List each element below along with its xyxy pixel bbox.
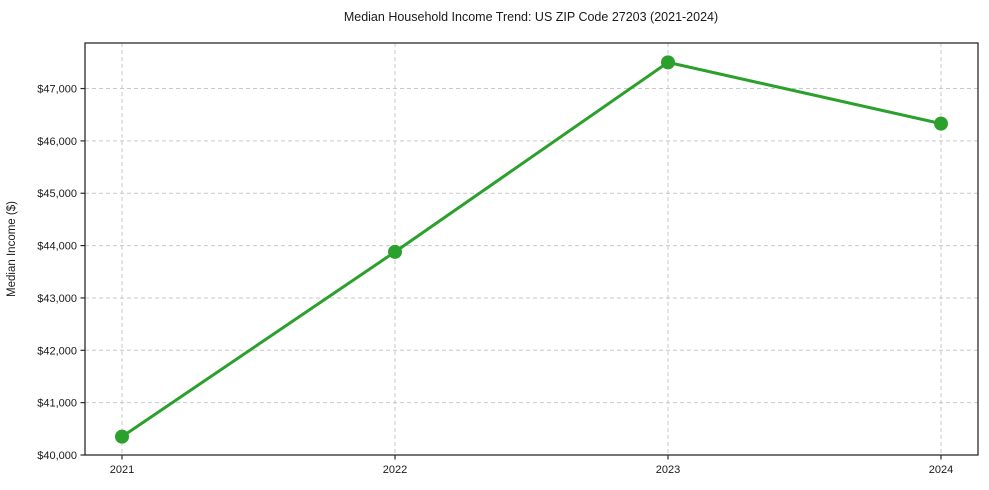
axes [80, 42, 979, 460]
data-point [388, 244, 402, 259]
y-tick-label: $40,000 [37, 450, 77, 462]
y-tick-label: $44,000 [37, 241, 77, 253]
x-tick-label: 2021 [110, 464, 134, 476]
data-point [934, 116, 948, 131]
axis-labels: $40,000 $41,000 $42,000 $43,000 $44,000 $45,0… [6, 84, 953, 476]
y-axis-label: Median Income ($) [6, 201, 18, 297]
gridlines [85, 43, 978, 456]
x-tick-label: 2023 [656, 464, 680, 476]
plot-border [84, 42, 979, 456]
y-tick-label: $46,000 [37, 136, 77, 148]
y-tick-label: $45,000 [37, 188, 77, 200]
data-series [115, 55, 948, 444]
data-point [115, 429, 129, 444]
y-tick-label: $43,000 [37, 293, 77, 305]
y-tick-label: $42,000 [37, 345, 77, 357]
chart-title: Median Household Income Trend: US ZIP Co… [344, 10, 718, 24]
y-tick-label: $47,000 [37, 84, 77, 96]
y-tick-label: $41,000 [37, 398, 77, 410]
x-tick-label: 2024 [929, 464, 953, 476]
x-tick-label: 2022 [383, 464, 407, 476]
data-line [120, 60, 943, 439]
data-point [661, 55, 675, 70]
